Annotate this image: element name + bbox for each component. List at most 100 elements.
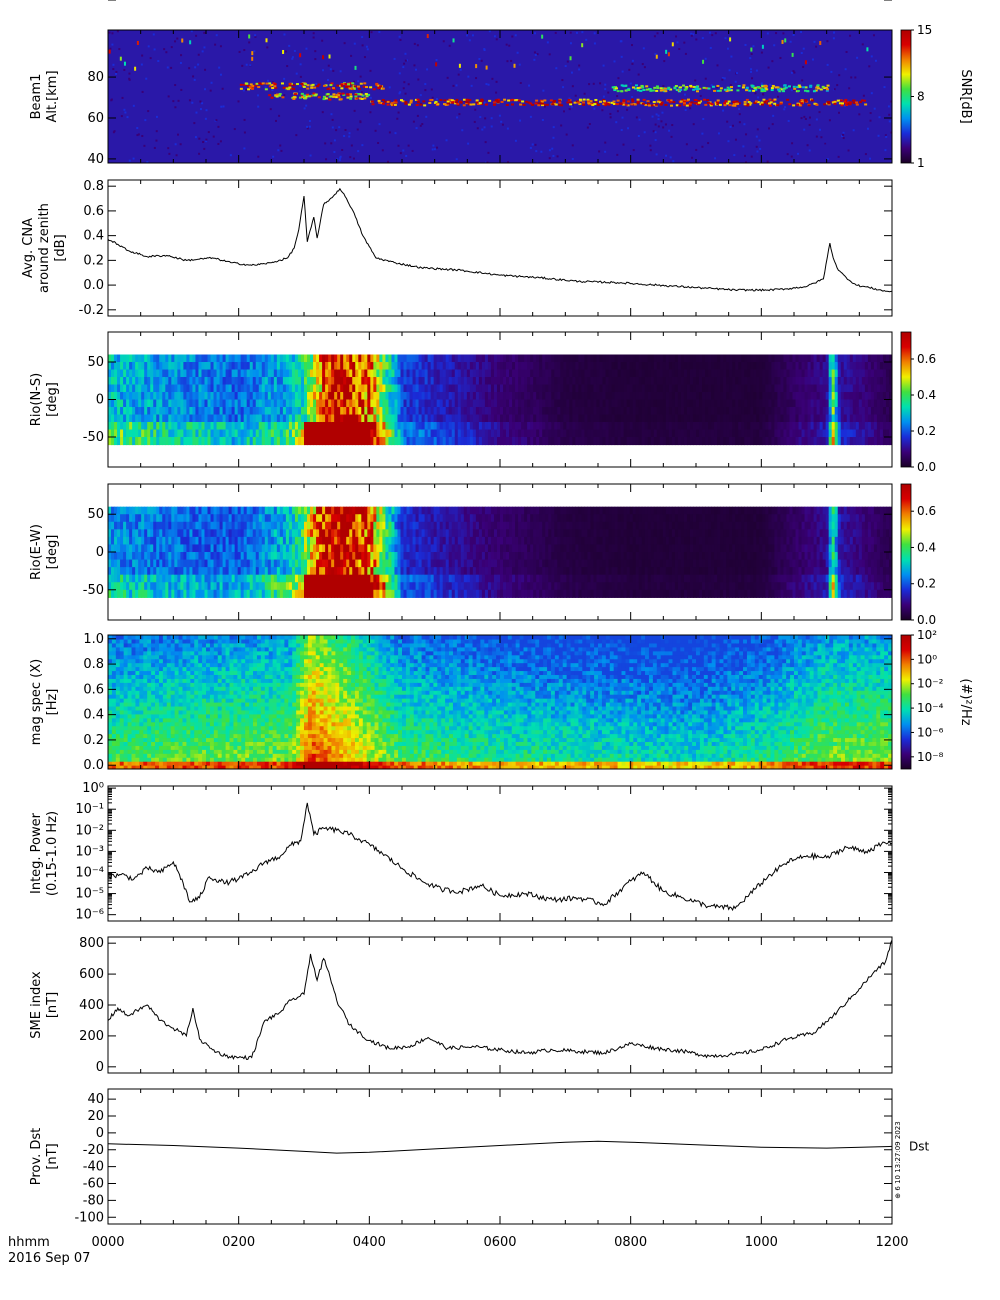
date-label: 2016 Sep 07 [8,1251,90,1266]
beam1-y-tick-2: 80 [87,70,104,85]
cna-ylabel-0: Avg. CNA [21,218,36,278]
rio_ns-y-tick-1: 0 [96,393,104,408]
mag_spec-ylabel-1: [Hz] [45,689,60,716]
rio_ns-x-ticks [107,332,893,467]
rio_ns-colorbar-tick-3: 0.6 [917,352,936,366]
cna-line [108,187,892,293]
mag_spec-colorbar-tick-2: 10⁻⁴ [917,701,944,715]
integ_power-ylabel-1: (0.15-1.0 Hz) [45,811,60,896]
mag_spec-y-ticks: 0.0 0.2 0.4 0.6 0.8 1.0 [83,632,892,773]
rio_ew-cells [108,506,892,598]
panel-prov-dst: Dst -100 -80-60 -40 -20 0 20 40 Prov. Dst [nT] [29,1088,929,1225]
prov_dst-line [108,1140,892,1154]
beam1-y-tick-1: 60 [87,111,104,126]
integ_power-y-tick-6: 10⁰ [82,781,104,796]
sme_index-line [108,939,892,1061]
mag_spec-cells [108,635,892,769]
rio_ew-y-tick-0: -50 [83,583,104,598]
x-tick-labels: 0000 0200 0400 0600 0800 1000 1200 [91,1235,908,1250]
prov_dst-ylabel-1: [nT] [45,1143,60,1169]
integ_power-y-tick-5: 10⁻¹ [75,802,104,817]
prov_dst-y-tick-2: -60 [83,1177,104,1192]
rio_ns-colorbar: 0.0 0.2 0.4 0.6 [900,331,936,474]
rio_ew-colorbar-tick-2: 0.4 [917,540,936,554]
panel-rio-ew: 0.0 0.2 0.4 0.6 -50 0 50 Rio(E-W) [deg] [29,483,936,627]
prov_dst-frame [107,1088,893,1225]
cna-y-tick-0: -0.2 [79,303,104,318]
mag_spec-y-tick-5: 1.0 [83,632,104,647]
sme_index-y-ticks: 0 200 400 600 800 [79,936,892,1075]
mag_spec-colorbar-tick-1: 10⁻⁶ [917,725,944,739]
prov_dst-y-tick-1: -80 [83,1193,104,1208]
cna-x-ticks [107,180,893,316]
cna-y-tick-4: 0.6 [83,204,104,219]
prov_dst-content [108,1140,892,1154]
rio_ew-ylabel-1: [deg] [45,535,60,570]
beam1-x-ticks [107,30,893,163]
prov_dst-y-tick-0: -100 [74,1210,104,1225]
prov_dst-y-tick-3: -40 [83,1160,104,1175]
cna-y-ticks: -0.2 0.0 0.2 0.4 0.6 0.8 [79,179,892,318]
panel-integ-power: 10⁻⁶ 10⁻⁵ 10⁻⁴ 10⁻³ 10⁻² 10⁻¹ 10⁰ Integ. Power(… [29,781,893,923]
integ_power-frame [107,785,893,922]
mag_spec-y-tick-2: 0.4 [83,708,104,723]
rio_ew-y-tick-2: 50 [87,507,104,522]
x-tick-label-0: 0000 [91,1235,124,1250]
cna-ylabel-1: around zenith [37,203,52,293]
mag_spec-y-tick-3: 0.6 [83,682,104,697]
rio_ns-cells [108,354,892,446]
rio_ns-ylabel-1: [deg] [45,382,60,417]
rio_ew-ylabel-0: Rio(E-W) [29,524,44,580]
mag_spec-colorbar-tick-4: 10⁰ [917,652,937,666]
integ_power-y-tick-0: 10⁻⁶ [75,908,104,923]
mag_spec-colorbar: 10⁻⁸ 10⁻⁶ 10⁻⁴ 10⁻² 10⁰ 10² (#)²/Hz [900,628,973,770]
panel-sme-index: 0 200 400 600 800 SME index [nT] [29,936,893,1075]
cna-y-tick-5: 0.8 [83,179,104,194]
rio_ns-colorbar-tick-0: 0.0 [917,460,936,474]
mag_spec-colorbar-tick-5: 10² [917,628,937,642]
x-tick-label-1: 0200 [222,1235,255,1250]
cna-y-tick-2: 0.2 [83,253,104,268]
sme_index-y-tick-4: 800 [79,936,104,951]
prov_dst-y-tick-7: 40 [87,1092,104,1107]
sme_index-y-tick-3: 600 [79,967,104,982]
beam1-y-tick-0: 40 [87,152,104,167]
x-tick-label-3: 0600 [483,1235,516,1250]
integ_power-content [108,802,892,912]
sme_index-y-tick-2: 400 [79,998,104,1013]
integ_power-y-tick-2: 10⁻⁴ [75,865,104,880]
rio_ew-colorbar-tick-0: 0.0 [917,613,936,627]
prov_dst-x-ticks [107,1089,893,1224]
prov_dst-y-tick-5: 0 [96,1126,104,1141]
integ_power-y-tick-1: 10⁻⁵ [75,887,104,902]
cna-content [108,187,892,293]
x-tick-label-4: 0800 [614,1235,647,1250]
beam1-colorbar-label: SNR[dB] [958,69,973,123]
rio_ns-colorbar-tick-1: 0.2 [917,424,936,438]
beam1-colorbar-tick-0: 1 [917,156,925,170]
beam1-y-tick-3: 100 [79,0,104,4]
rio_ns-y-ticks: -50 0 50 [83,355,892,445]
rio_ew-colorbar-tick-3: 0.6 [917,504,936,518]
integ_power-y-tick-3: 10⁻³ [75,844,104,859]
rio_ew-colorbar-tick-1: 0.2 [917,577,936,591]
mag_spec-y-tick-4: 0.8 [83,657,104,672]
x-tick-label-6: 1200 [875,1235,908,1250]
panel-rio-ns: 0.0 0.2 0.4 0.6 -50 0 50 Rio(N-S) [deg] [29,331,936,474]
cna-ylabel-2: [dB] [53,234,68,261]
sme_index-ylabel-1: [nT] [45,992,60,1018]
rio_ns-content [108,354,892,446]
beam1-colorbar-tick-2: 15 [917,23,932,37]
beam1-ylabel-1: Alt.[km] [45,70,60,122]
rio_ew-x-ticks [107,484,893,620]
prov_dst-y-tick-6: 20 [87,1109,104,1124]
cna-y-tick-3: 0.4 [83,229,104,244]
beam1-colorbar-tick-1: 8 [917,90,925,104]
integ_power-x-ticks [107,786,893,921]
beam1-content [108,30,892,163]
rio_ns-colorbar-tick-2: 0.4 [917,388,936,402]
prov_dst-y-tick-4: -20 [83,1143,104,1158]
